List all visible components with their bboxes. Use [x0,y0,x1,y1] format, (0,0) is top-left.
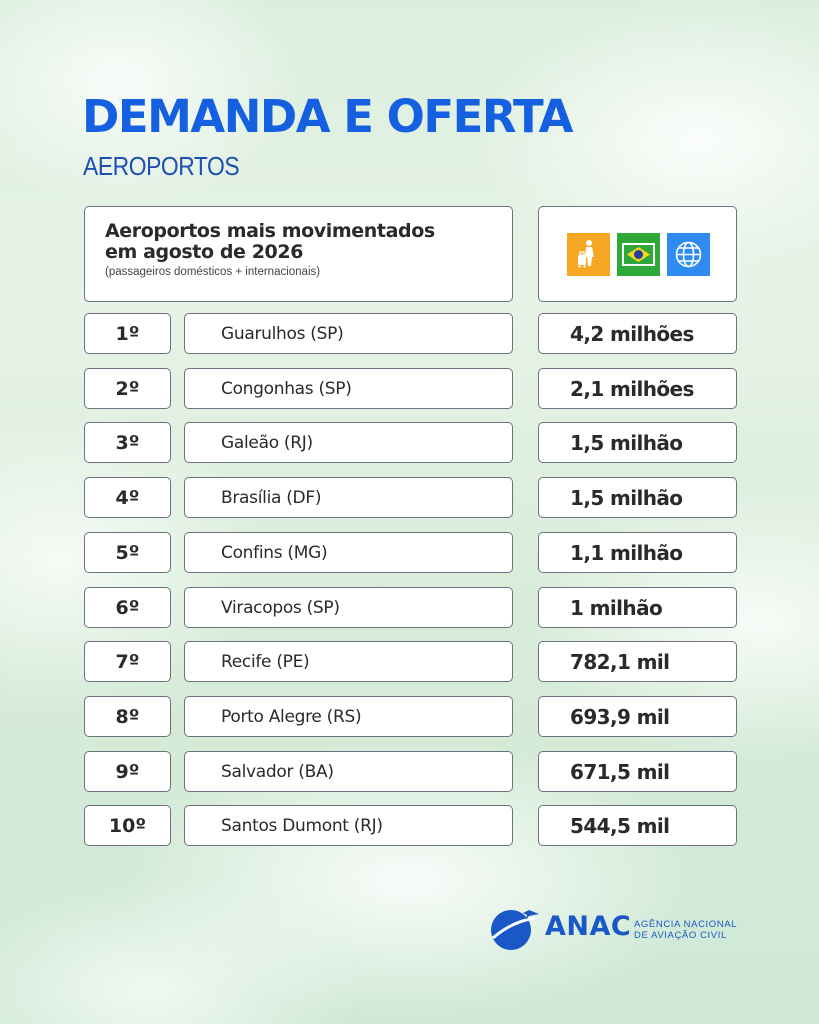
brazil-flag-icon [617,233,660,276]
airport-name-cell: Brasília (DF) [184,477,513,518]
logo-wordmark: ANAC [545,911,632,942]
category-icons-box [538,206,737,302]
table-note: (passageiros domésticos + internacionais… [105,266,321,278]
rank-cell: 5º [84,532,171,573]
logo-subtitle-line1: AGÊNCIA NACIONAL [634,919,738,930]
anac-plane-globe-icon [491,910,539,950]
passenger-count-cell: 782,1 mil [538,641,737,682]
rank-cell: 4º [84,477,171,518]
rank-cell: 7º [84,641,171,682]
rank-cell: 1º [84,313,171,354]
airport-name-cell: Porto Alegre (RS) [184,696,513,737]
passenger-count-cell: 671,5 mil [538,751,737,792]
passenger-count-cell: 1 milhão [538,587,737,628]
rank-cell: 9º [84,751,171,792]
table-heading-line2: em agosto de 2026 [105,241,304,263]
anac-logo: ANAC AGÊNCIA NACIONAL DE AVIAÇÃO CIVIL [489,899,739,953]
passenger-count-cell: 1,1 milhão [538,532,737,573]
globe-icon [667,233,710,276]
logo-subtitle: AGÊNCIA NACIONAL DE AVIAÇÃO CIVIL [634,919,737,941]
airport-name-cell: Viracopos (SP) [184,587,513,628]
table-heading-box: Aeroportos mais movimentados em agosto d… [84,206,513,302]
passenger-count-cell: 544,5 mil [538,805,737,846]
table-heading-line1: Aeroportos mais movimentados [105,220,435,242]
airport-name-cell: Galeão (RJ) [184,422,513,463]
passenger-count-cell: 693,9 mil [538,696,737,737]
airport-name-cell: Recife (PE) [184,641,513,682]
rank-cell: 3º [84,422,171,463]
rank-cell: 8º [84,696,171,737]
page-title: DEMANDA E OFERTA [82,90,574,143]
rank-cell: 2º [84,368,171,409]
passenger-count-cell: 4,2 milhões [538,313,737,354]
table-heading: Aeroportos mais movimentados em agosto d… [105,221,492,263]
logo-subtitle-line2: DE AVIAÇÃO CIVIL [634,930,727,941]
traveler-luggage-icon [567,233,610,276]
airport-name-cell: Guarulhos (SP) [184,313,513,354]
airport-name-cell: Congonhas (SP) [184,368,513,409]
rank-cell: 6º [84,587,171,628]
airport-name-cell: Santos Dumont (RJ) [184,805,513,846]
airport-name-cell: Confins (MG) [184,532,513,573]
page-subtitle: AEROPORTOS [83,151,240,181]
passenger-count-cell: 2,1 milhões [538,368,737,409]
airport-name-cell: Salvador (BA) [184,751,513,792]
passenger-count-cell: 1,5 milhão [538,477,737,518]
rank-cell: 10º [84,805,171,846]
passenger-count-cell: 1,5 milhão [538,422,737,463]
